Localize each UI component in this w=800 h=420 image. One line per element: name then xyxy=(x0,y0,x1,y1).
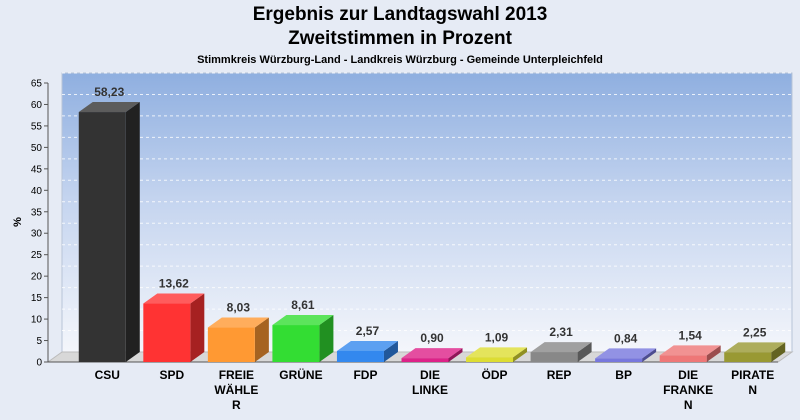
data-label: 1,09 xyxy=(485,330,509,344)
bar-top xyxy=(272,315,334,326)
y-tick-label: 5 xyxy=(36,336,42,347)
bar-side xyxy=(125,102,140,362)
bar-top xyxy=(530,342,592,353)
chart-subtitle: Zweitstimmen in Prozent xyxy=(288,28,512,49)
data-label: 8,03 xyxy=(227,301,251,315)
bar-front xyxy=(401,358,449,362)
bar xyxy=(78,102,140,362)
data-label: 2,25 xyxy=(743,325,767,339)
chart-location: Stimmkreis Würzburg-Land - Landkreis Wür… xyxy=(197,54,603,66)
data-label: 8,61 xyxy=(291,298,315,312)
bar-side xyxy=(383,340,398,362)
bar-front xyxy=(595,358,643,362)
x-tick-label: GRÜNE xyxy=(279,367,322,382)
bar-front xyxy=(78,112,126,362)
bar-side xyxy=(513,347,528,362)
y-axis-label: % xyxy=(12,217,24,227)
chart-title: Ergebnis zur Landtagswahl 2013 xyxy=(252,4,548,25)
x-tick-label: R xyxy=(232,398,241,412)
data-label: 1,54 xyxy=(679,328,703,342)
bar-side xyxy=(319,315,334,362)
bar xyxy=(272,315,334,362)
y-tick-label: 55 xyxy=(31,121,43,132)
y-tick-label: 30 xyxy=(31,229,43,240)
bar-top xyxy=(143,293,205,304)
y-tick-label: 65 xyxy=(31,79,43,90)
x-tick-label: ÖDP xyxy=(482,367,508,382)
bar-front xyxy=(659,355,707,362)
y-tick-label: 25 xyxy=(31,250,43,261)
bar-side xyxy=(190,293,205,362)
data-label: 13,62 xyxy=(159,277,189,291)
x-tick-label: LINKE xyxy=(412,383,448,397)
x-tick-label: WÄHLE xyxy=(214,382,258,397)
y-tick-label: 10 xyxy=(31,315,43,326)
bar xyxy=(530,342,592,362)
bar-top xyxy=(466,347,528,358)
bar xyxy=(207,317,269,362)
x-tick-label: FDP xyxy=(353,368,377,382)
x-tick-label: SPD xyxy=(159,368,184,382)
x-tick-label: CSU xyxy=(95,368,120,382)
data-label: 0,90 xyxy=(420,331,444,345)
bar-top xyxy=(724,342,786,353)
x-tick-label: FREIE xyxy=(219,368,254,382)
bar-top xyxy=(78,102,140,113)
bar-front xyxy=(466,357,514,362)
bar-front xyxy=(724,352,772,362)
x-tick-label: BP xyxy=(615,368,632,382)
bar xyxy=(336,340,398,362)
bar-top xyxy=(401,348,463,359)
y-tick-label: 60 xyxy=(31,100,43,111)
bar xyxy=(143,293,205,362)
bar-side xyxy=(642,348,657,362)
bar-top xyxy=(336,340,398,351)
y-tick-label: 50 xyxy=(31,143,43,154)
bar-front xyxy=(336,350,384,362)
bar-front xyxy=(143,303,191,362)
y-tick-label: 40 xyxy=(31,186,43,197)
bar xyxy=(466,347,528,362)
y-tick-label: 35 xyxy=(31,207,43,218)
y-tick-label: 0 xyxy=(36,358,42,369)
bar xyxy=(724,342,786,362)
bar-top xyxy=(595,348,657,359)
bar-front xyxy=(530,352,578,362)
y-tick-label: 20 xyxy=(31,272,43,283)
x-tick-label: PIRATE xyxy=(731,368,774,382)
data-label: 58,23 xyxy=(94,85,124,99)
bar-front xyxy=(272,325,320,362)
x-tick-label: N xyxy=(684,398,693,412)
data-label: 0,84 xyxy=(614,331,638,345)
x-tick-label: DIE xyxy=(678,368,698,382)
x-tick-label: FRANKE xyxy=(663,383,713,397)
bar-side xyxy=(706,345,721,362)
bar-top xyxy=(207,317,269,328)
x-tick-label: DIE xyxy=(420,368,440,382)
y-tick-label: 15 xyxy=(31,293,43,304)
bar-side xyxy=(771,342,786,362)
bar-front xyxy=(207,327,255,362)
y-tick-label: 45 xyxy=(31,164,43,175)
bar-side xyxy=(254,317,269,362)
bar-top xyxy=(659,345,721,356)
data-label: 2,31 xyxy=(549,325,573,339)
x-tick-label: N xyxy=(748,383,757,397)
bar-side xyxy=(448,348,463,362)
data-label: 2,57 xyxy=(356,324,380,338)
bar xyxy=(401,348,463,362)
x-tick-label: REP xyxy=(547,368,572,382)
bar xyxy=(659,345,721,362)
bar xyxy=(595,348,657,362)
bar-side xyxy=(577,342,592,362)
bars xyxy=(78,102,786,362)
